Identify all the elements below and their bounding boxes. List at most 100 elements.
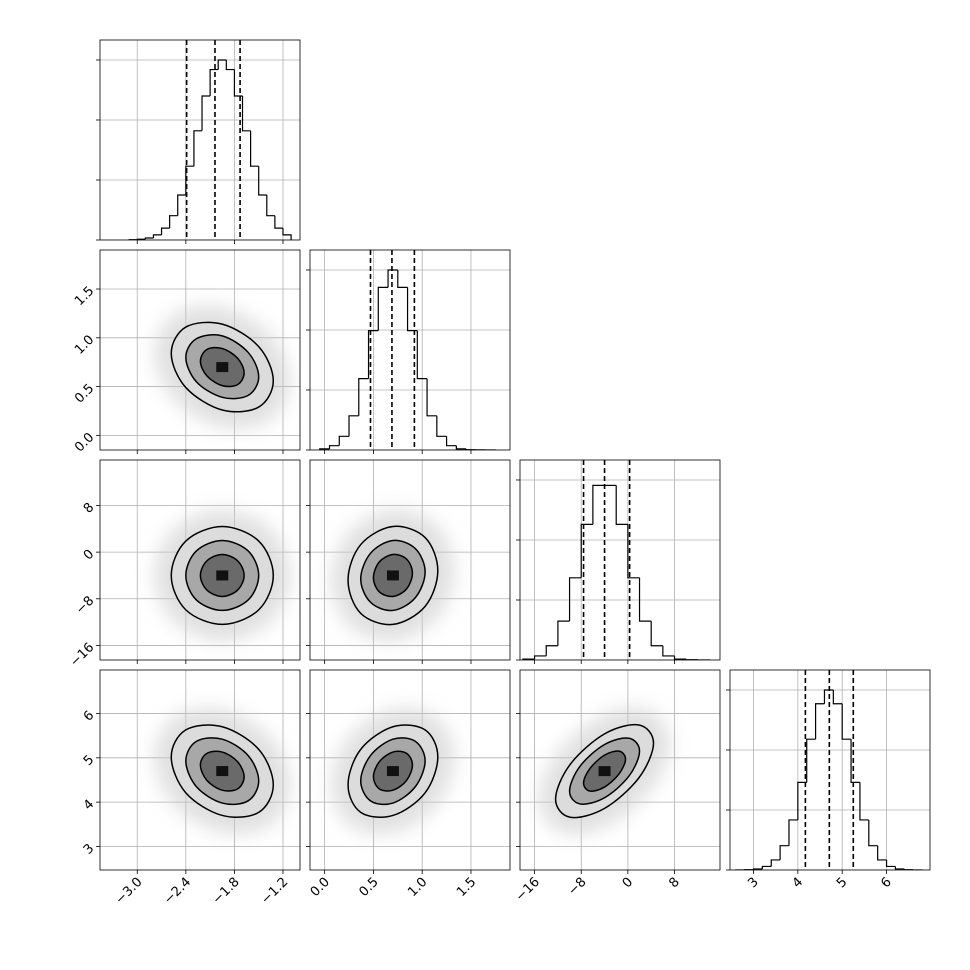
histogram-step <box>193 130 203 167</box>
contour-line <box>568 737 641 805</box>
histogram-step <box>592 484 605 525</box>
histogram-step <box>806 738 816 783</box>
x-tick-label: −2.4 <box>161 875 194 908</box>
histogram-step <box>859 782 869 821</box>
histogram-step <box>752 868 763 870</box>
x-tick-label: 1.5 <box>454 875 479 900</box>
histogram-step <box>209 68 219 96</box>
contour-line <box>347 724 439 818</box>
histogram-step <box>225 59 235 71</box>
histogram-step <box>568 577 582 622</box>
contour-line <box>170 724 275 818</box>
density-peak <box>216 362 229 373</box>
histogram-step <box>814 703 825 740</box>
y-tick-label: −16 <box>67 640 97 670</box>
contour-line <box>199 553 245 598</box>
histogram-step <box>416 330 428 380</box>
histogram-step <box>358 377 369 416</box>
histogram-step <box>377 286 389 331</box>
histogram-step <box>894 866 905 870</box>
histogram-step <box>328 445 340 449</box>
contour-line <box>185 737 260 806</box>
panel-frame <box>729 669 931 871</box>
contour-line <box>185 334 260 400</box>
histogram-step <box>662 645 675 657</box>
histogram-step <box>877 845 887 861</box>
contour-line <box>372 750 414 792</box>
histogram-step <box>868 819 878 847</box>
histogram-step <box>580 523 593 578</box>
histogram-step <box>217 59 227 70</box>
density-peak <box>386 570 399 581</box>
density-peak <box>386 766 399 777</box>
x-tick-label: −1.8 <box>210 875 243 908</box>
histogram-step <box>770 859 781 867</box>
histogram-step <box>406 287 418 332</box>
histogram-step <box>241 95 251 132</box>
density-peak <box>216 570 229 581</box>
histogram-step <box>832 689 843 705</box>
panel-frame <box>99 249 301 451</box>
contour-line <box>359 539 426 612</box>
contour-line <box>199 346 245 388</box>
histogram-step <box>615 485 628 525</box>
x-tick-label: −3.0 <box>113 875 146 908</box>
x-tick-label: 5 <box>834 875 850 891</box>
histogram-step <box>533 655 547 660</box>
histogram-step <box>250 130 259 167</box>
histogram-step <box>797 781 807 820</box>
y-tick-label: 6 <box>81 708 97 724</box>
contour-line <box>554 723 655 819</box>
histogram-step <box>201 95 211 131</box>
y-tick-label: 0.0 <box>72 430 97 455</box>
histogram-step <box>673 655 687 660</box>
x-tick-label: 0.5 <box>356 875 381 900</box>
x-tick-label: 3 <box>745 875 761 891</box>
panel <box>730 670 930 870</box>
panel <box>100 670 300 870</box>
histogram-step <box>426 378 437 417</box>
histogram-step <box>169 215 178 229</box>
histogram-step <box>545 645 558 656</box>
histogram-step <box>233 69 243 97</box>
histogram-step <box>823 689 834 704</box>
histogram-step <box>903 868 914 870</box>
contour-line <box>170 321 275 413</box>
contour-line <box>359 737 426 806</box>
contour-line <box>170 525 275 626</box>
panel-frame <box>309 249 511 451</box>
histogram-step <box>436 415 447 437</box>
histogram-step <box>348 415 359 437</box>
y-tick-label: 1.0 <box>72 333 97 358</box>
histogram-step <box>144 237 154 240</box>
x-tick-label: −8 <box>565 875 589 899</box>
y-tick-label: 8 <box>81 500 97 516</box>
contour-line <box>582 750 627 792</box>
panel-frame <box>99 459 301 661</box>
histogram-step <box>160 227 170 235</box>
histogram-step <box>779 845 789 860</box>
x-tick-label: 8 <box>666 875 682 891</box>
contour-line <box>185 539 260 612</box>
histogram-step <box>841 703 852 740</box>
panel <box>100 250 300 450</box>
panel-frame <box>99 39 301 241</box>
histogram-step <box>185 165 194 195</box>
panel-frame <box>309 459 511 661</box>
histogram-step <box>650 621 663 647</box>
y-tick-label: −8 <box>73 593 97 617</box>
y-tick-label: 3 <box>81 841 97 857</box>
x-tick-label: 0 <box>620 875 636 891</box>
histogram-step <box>177 194 186 216</box>
panel-frame <box>519 669 721 871</box>
panel-frame <box>309 669 511 871</box>
histogram-step <box>455 445 467 450</box>
histogram-step <box>850 739 860 783</box>
contour-line <box>199 750 245 792</box>
panel <box>310 460 510 660</box>
histogram-step <box>638 577 652 622</box>
histogram-step <box>397 269 408 288</box>
contour-line <box>347 525 439 626</box>
histogram-step <box>627 524 640 579</box>
